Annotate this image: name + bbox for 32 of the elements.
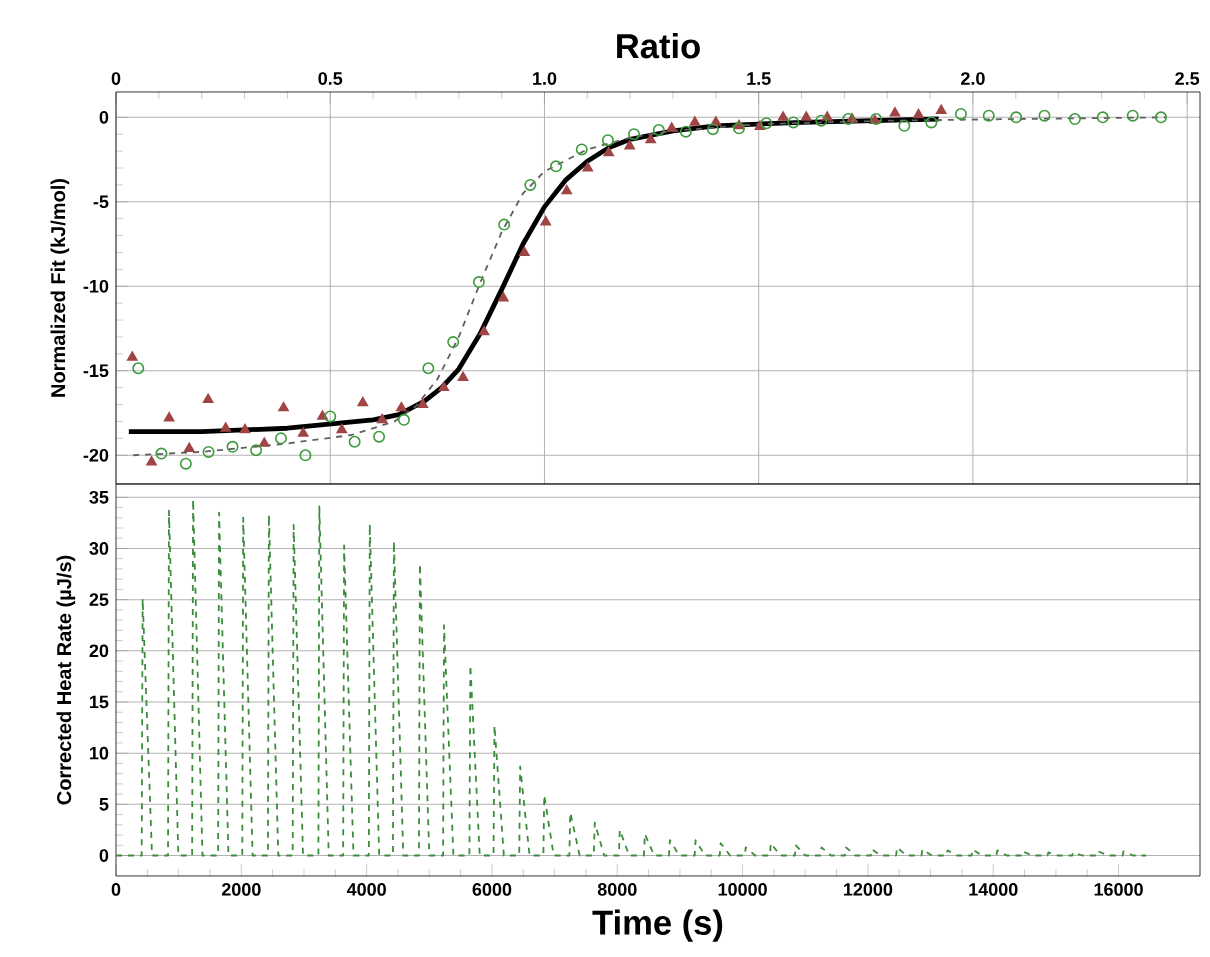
y-tick-label: 0 — [99, 849, 109, 862]
x-tick-label: 14000 — [969, 883, 1018, 896]
x-tick-label: 1.0 — [533, 72, 557, 85]
y-axis-title: Normalized Fit (kJ/mol) — [50, 178, 70, 397]
x-tick-label: 2000 — [221, 883, 261, 896]
x-tick-label: 0 — [111, 883, 121, 896]
x-tick-label: 1.5 — [747, 72, 771, 85]
x-tick-label: 8000 — [597, 883, 637, 896]
y-tick-label: -20 — [83, 448, 109, 462]
y-tick-label: -15 — [83, 364, 109, 378]
y-axis-title: Corrected Heat Rate (µJ/s) — [56, 555, 76, 805]
y-tick-label: -10 — [83, 279, 109, 293]
x-tick-label: 0.5 — [318, 72, 343, 85]
x-tick-label: 0 — [111, 72, 121, 85]
y-tick-label: 20 — [89, 644, 109, 658]
y-tick-label: 0 — [99, 110, 109, 124]
x-tick-label: 10000 — [718, 883, 767, 896]
y-tick-label: 35 — [89, 490, 109, 504]
x-tick-label: 4000 — [346, 883, 386, 896]
y-tick-label: 30 — [89, 542, 109, 555]
y-tick-label: 15 — [90, 695, 109, 709]
x-tick-label: 2.5 — [1175, 72, 1200, 85]
y-tick-label: -5 — [93, 195, 109, 209]
x-tick-label: 2.0 — [961, 72, 985, 85]
x-tick-label: 12000 — [844, 883, 893, 896]
x-tick-label: 6000 — [472, 883, 512, 896]
x-tick-label: 16000 — [1094, 883, 1143, 896]
y-tick-label: 5 — [99, 798, 109, 811]
x-axis-title: Ratio — [617, 33, 700, 59]
y-tick-label: 25 — [89, 593, 109, 607]
x-axis-title: Time (s) — [592, 909, 723, 942]
y-tick-label: 10 — [90, 746, 109, 760]
